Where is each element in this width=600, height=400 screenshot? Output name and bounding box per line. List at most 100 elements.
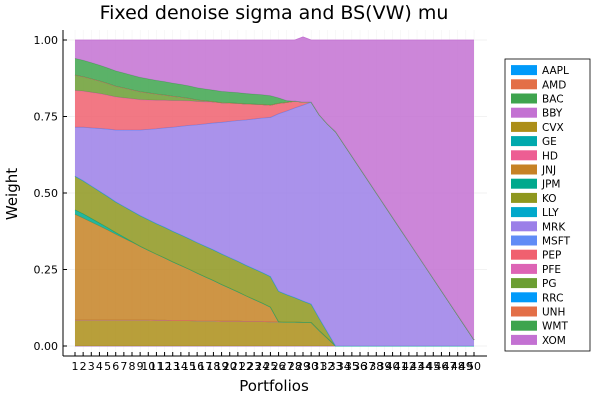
- x-tick-label: 15: [182, 360, 196, 373]
- axes: 0.000.250.500.751.001 2 3 4 5 6 7 8 910111213141…: [34, 30, 487, 373]
- x-tick-label: 46: [434, 360, 448, 373]
- chart-title: Fixed denoise sigma and BS(VW) mu: [100, 2, 449, 24]
- x-tick-label: 28: [288, 360, 302, 373]
- x-tick-label: 30: [304, 360, 318, 373]
- x-tick-label: 5: [104, 360, 111, 373]
- y-tick-label: 0.25: [34, 264, 59, 277]
- x-axis-label: Portfolios: [239, 377, 309, 395]
- x-tick-label: 21: [231, 360, 245, 373]
- x-tick-label: 24: [255, 360, 269, 373]
- x-tick-label: 10: [141, 360, 155, 373]
- legend-swatch-rrc: [511, 292, 537, 303]
- x-tick-label: 3: [88, 360, 95, 373]
- legend-swatch-cvx: [511, 121, 537, 132]
- legend-label-mrk: MRK: [542, 221, 566, 233]
- x-tick-label: 36: [353, 360, 367, 373]
- x-tick-label: 50: [467, 360, 481, 373]
- legend-swatch-xom: [511, 334, 537, 345]
- legend-label-wmt: WMT: [542, 321, 568, 333]
- legend-swatch-pg: [511, 278, 537, 289]
- area-cvx: [75, 319, 474, 346]
- legend-swatch-mrk: [511, 221, 537, 232]
- legend-swatch-bac: [511, 93, 537, 104]
- x-tick-label: 45: [426, 360, 440, 373]
- legend-label-pep: PEP: [542, 250, 561, 262]
- x-tick-label: 22: [239, 360, 253, 373]
- legend-box: [504, 58, 591, 352]
- legend-label-bby: BBY: [542, 108, 563, 120]
- area-xom: [75, 36, 474, 340]
- x-tick-label: 2: [80, 360, 87, 373]
- x-tick-label: 27: [280, 360, 294, 373]
- legend-label-jpm: JPM: [541, 179, 561, 191]
- legend-swatch-hd: [511, 150, 537, 161]
- legend-swatch-pep: [511, 249, 537, 260]
- x-tick-label: 48: [451, 360, 465, 373]
- area-pep: [75, 90, 474, 340]
- x-tick-label: 47: [443, 360, 457, 373]
- legend: AAPL AMD BAC BBY CVX GE HD JNJ JPM KO LLY MRK MSFT PE…: [504, 58, 591, 352]
- legend-label-aapl: AAPL: [542, 65, 569, 77]
- legend-swatch-jpm: [511, 178, 537, 189]
- x-tick-label: 41: [394, 360, 408, 373]
- x-tick-label: 31: [312, 360, 326, 373]
- area-jnj: [75, 214, 474, 346]
- legend-swatch-ko: [511, 192, 537, 203]
- legend-label-lly: LLY: [542, 207, 559, 219]
- x-tick-label: 12: [158, 360, 172, 373]
- x-tick-label: 40: [386, 360, 400, 373]
- legend-swatch-msft: [511, 235, 537, 246]
- x-tick-label: 13: [166, 360, 180, 373]
- legend-swatch-unh: [511, 306, 537, 317]
- x-tick-label: 42: [402, 360, 416, 373]
- x-tick-label: 20: [223, 360, 237, 373]
- legend-swatch-aapl: [511, 65, 537, 76]
- y-tick-label: 0.75: [34, 111, 59, 124]
- legend-label-jnj: JNJ: [541, 165, 556, 177]
- x-tick-label: 33: [329, 360, 343, 373]
- legend-label-pg: PG: [542, 278, 556, 290]
- area-ko: [75, 176, 474, 346]
- x-tick-label: 17: [198, 360, 212, 373]
- x-tick-label: 34: [337, 360, 351, 373]
- x-tick-label: 39: [377, 360, 391, 373]
- x-tick-label: 49: [459, 360, 473, 373]
- x-tick-label: 44: [418, 360, 432, 373]
- legend-swatch-bby: [511, 107, 537, 118]
- x-tick-label: 8: [129, 360, 136, 373]
- legend-swatch-lly: [511, 207, 537, 218]
- legend-label-unh: UNH: [542, 307, 565, 319]
- x-tick-label: 1: [72, 360, 79, 373]
- y-tick-label: 1.00: [34, 34, 59, 47]
- x-tick-label: 23: [247, 360, 261, 373]
- x-tick-label: 16: [190, 360, 204, 373]
- x-tick-label: 19: [215, 360, 229, 373]
- x-tick-label: 35: [345, 360, 359, 373]
- legend-swatch-jnj: [511, 164, 537, 175]
- legend-label-amd: AMD: [542, 79, 566, 91]
- y-tick-label: 0.00: [34, 340, 59, 353]
- x-tick-label: 4: [96, 360, 103, 373]
- x-tick-label: 11: [149, 360, 163, 373]
- legend-label-cvx: CVX: [542, 122, 564, 134]
- stacked-areas: [74, 36, 475, 347]
- legend-label-bac: BAC: [542, 94, 564, 106]
- legend-label-hd: HD: [542, 150, 558, 162]
- line-xom: [75, 36, 474, 41]
- legend-label-msft: MSFT: [542, 236, 571, 248]
- x-tick-label: 38: [369, 360, 383, 373]
- legend-swatch-ge: [511, 136, 537, 147]
- legend-label-xom: XOM: [542, 335, 566, 347]
- x-tick-label: 26: [272, 360, 286, 373]
- x-tick-label: 6: [112, 360, 119, 373]
- x-tick-label: 37: [361, 360, 375, 373]
- x-tick-label: 14: [174, 360, 188, 373]
- x-tick-label: 29: [296, 360, 310, 373]
- area-mrk: [75, 102, 474, 347]
- legend-swatch-amd: [511, 79, 537, 90]
- legend-label-ko: KO: [542, 193, 557, 205]
- x-tick-label: 9: [137, 360, 144, 373]
- x-tick-label: 18: [206, 360, 220, 373]
- x-tick-label: 32: [320, 360, 334, 373]
